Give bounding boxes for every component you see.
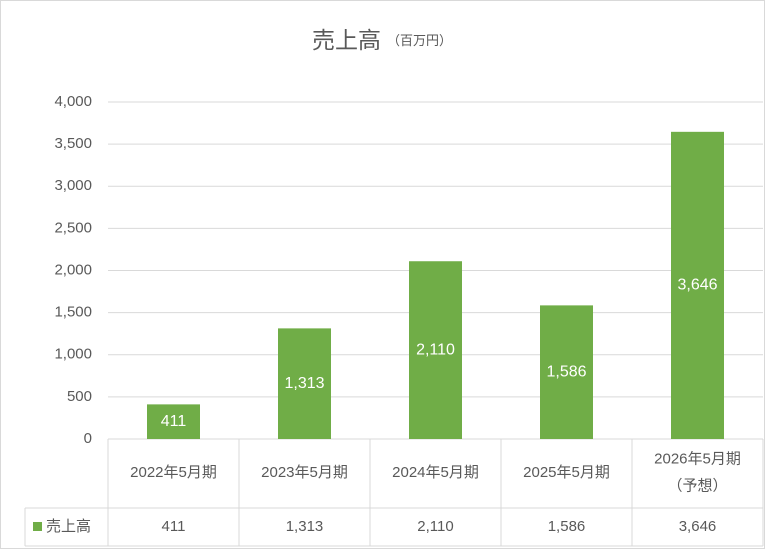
table-value: 2,110: [417, 518, 453, 535]
y-tick-label: 1,500: [54, 304, 92, 321]
y-tick-label: 2,000: [54, 261, 92, 278]
x-tick-label: 2024年5月期: [392, 464, 479, 481]
y-tick-label: 4,000: [54, 93, 92, 110]
y-tick-label: 0: [84, 430, 92, 447]
data-label: 3,646: [677, 277, 717, 294]
bar: [540, 305, 593, 439]
x-tick-label: 2026年5月期: [654, 450, 741, 467]
table-value: 3,646: [679, 518, 717, 535]
legend-label: 売上高: [46, 518, 91, 535]
bar: [278, 328, 331, 439]
y-tick-label: 3,000: [54, 177, 92, 194]
chart-subtitle: （百万円）: [387, 33, 452, 48]
y-tick-label: 3,500: [54, 135, 92, 152]
data-label: 411: [161, 413, 187, 430]
x-tick-label: （予想）: [667, 477, 727, 494]
table-value: 1,586: [548, 518, 586, 535]
chart-title-group: 売上高 （百万円）: [312, 27, 452, 53]
bar: [409, 261, 462, 439]
legend-marker: [33, 522, 42, 531]
y-tick-label: 2,500: [54, 219, 92, 236]
data-label: 1,586: [546, 363, 586, 380]
bar: [147, 404, 200, 439]
table-value: 1,313: [286, 518, 324, 535]
data-label: 1,313: [284, 375, 324, 392]
x-tick-label: 2022年5月期: [130, 464, 217, 481]
x-tick-label: 2025年5月期: [523, 464, 610, 481]
y-tick-label: 1,000: [54, 346, 92, 363]
data-label: 2,110: [416, 341, 455, 358]
chart-title: 売上高: [312, 27, 381, 53]
x-tick-label: 2023年5月期: [261, 464, 348, 481]
y-tick-label: 500: [67, 388, 92, 405]
bar: [671, 131, 724, 439]
table-value: 411: [162, 518, 186, 535]
